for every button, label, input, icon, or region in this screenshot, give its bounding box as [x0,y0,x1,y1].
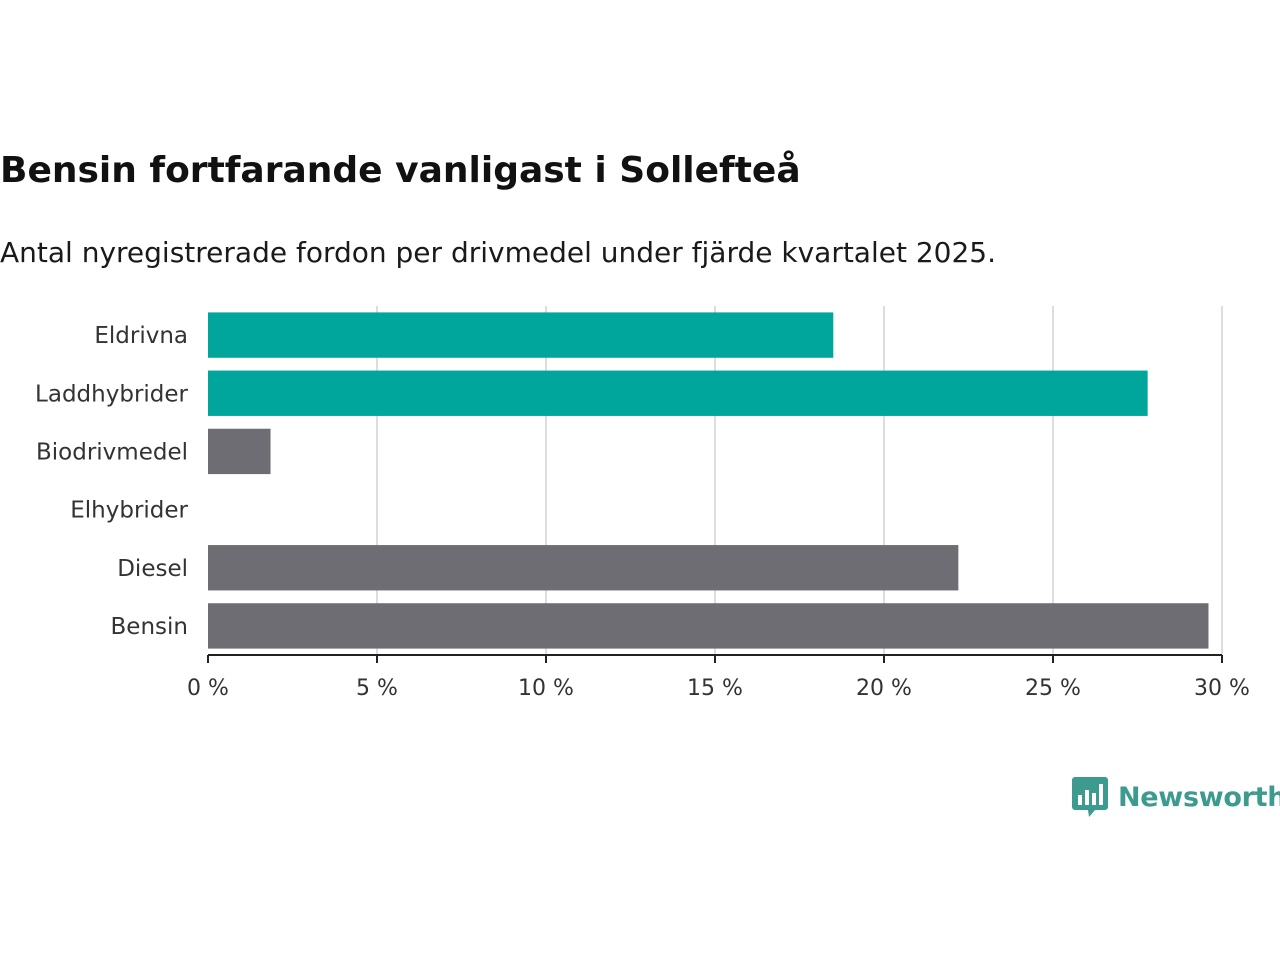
category-label: Bensin [111,614,188,640]
category-label: Biodrivmedel [36,439,188,465]
chart-subtitle: Antal nyregistrerade fordon per drivmede… [0,236,997,269]
x-tick-label: 5 % [356,676,398,701]
x-tick-label: 30 % [1194,676,1250,701]
x-tick-label: 0 % [187,676,229,701]
x-axis: 0 % 5 % 10 % 15 % 20 % 25 % 30 % [187,654,1250,701]
newsworthy-bar-chart-icon [1072,777,1108,817]
bar-diesel[interactable] [208,545,959,591]
bar-bensin[interactable] [208,603,1209,649]
brand-name: Newsworthy [1118,781,1280,813]
chart-title: Bensin fortfarande vanligast i Sollefteå [0,150,801,191]
bar-eldrivna[interactable] [208,312,834,358]
newsworthy-logo[interactable]: Newsworthy [1072,776,1280,818]
category-label: Eldrivna [94,323,188,349]
category-label: Elhybrider [70,498,188,524]
bar-biodrivmedel[interactable] [208,428,271,475]
category-labels: Eldrivna Laddhybrider Biodrivmedel Elhybrid… [35,323,188,640]
x-tick-label: 20 % [856,676,912,701]
x-tick-label: 25 % [1025,676,1081,701]
category-label: Laddhybrider [35,381,188,407]
bar-laddhybrider[interactable] [208,370,1148,416]
x-tick-label: 15 % [687,676,743,701]
category-label: Diesel [117,556,188,582]
bars [208,312,1209,649]
gridlines [376,306,1223,655]
x-tick-label: 10 % [518,676,574,701]
